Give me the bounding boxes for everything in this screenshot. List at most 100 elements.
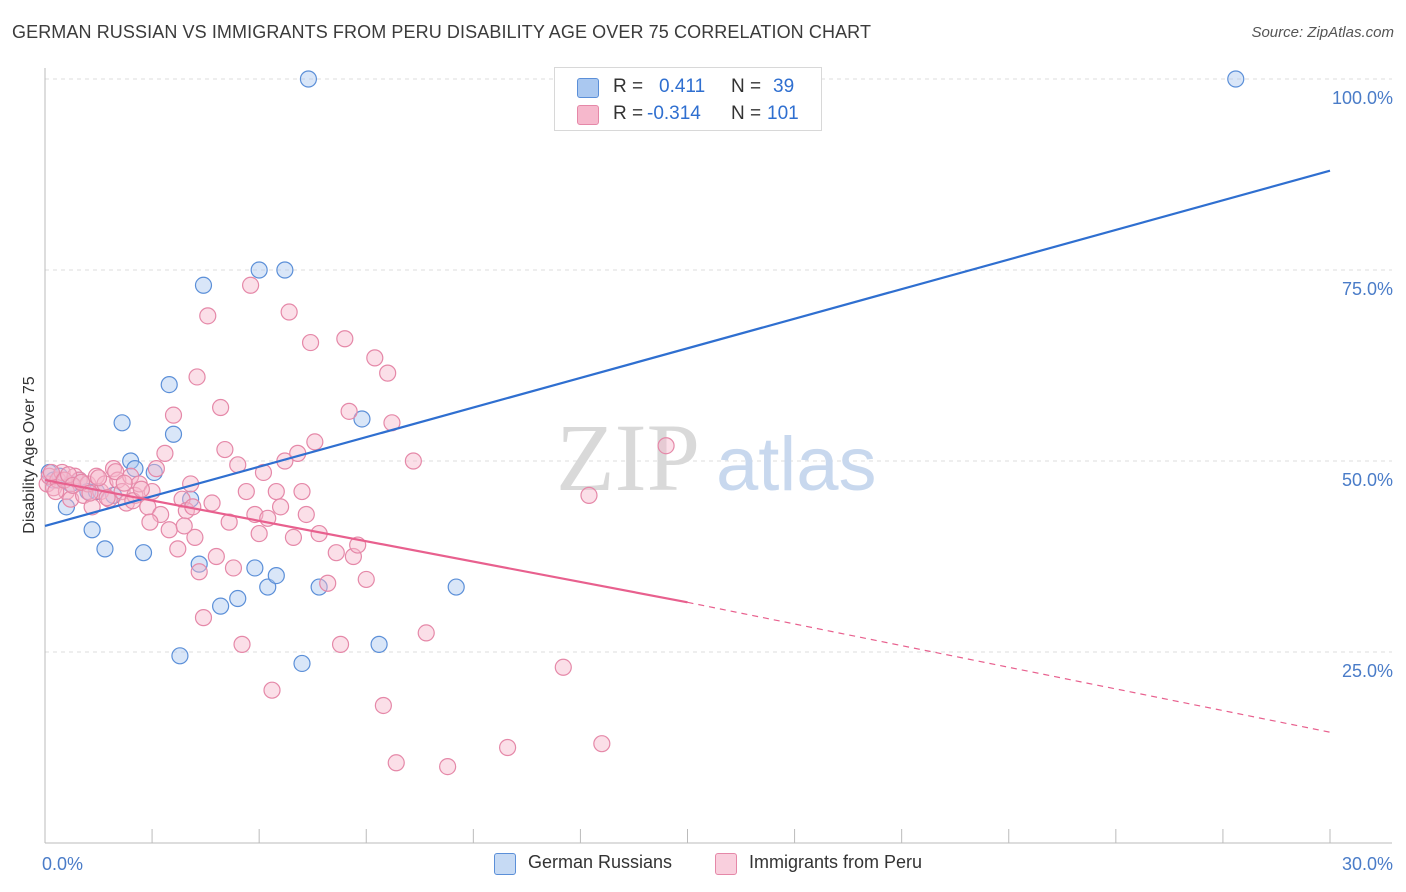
point-german-russians	[113, 414, 131, 432]
trend-lines	[44, 169, 1331, 733]
point-immigrants-from-peru	[271, 498, 290, 516]
trend-line-german-russians	[44, 169, 1331, 528]
watermark: ZIP atlas	[556, 404, 877, 511]
n-label: N =	[731, 76, 762, 97]
source-label: Source: ZipAtlas.com	[1251, 24, 1394, 41]
point-immigrants-from-peru	[379, 364, 397, 382]
point-german-russians	[160, 376, 178, 394]
point-immigrants-from-peru	[212, 398, 230, 417]
point-immigrants-from-peru	[280, 303, 298, 321]
point-immigrants-from-peru	[250, 524, 268, 543]
point-german-russians	[250, 261, 268, 279]
blue-swatch-icon	[494, 853, 516, 875]
point-german-russians	[293, 654, 311, 673]
blue-swatch-icon	[577, 78, 599, 98]
point-immigrants-from-peru	[207, 547, 225, 566]
point-german-russians	[276, 261, 294, 279]
x-tick-label-max: 30.0%	[1342, 854, 1393, 874]
point-german-russians	[164, 425, 183, 443]
point-immigrants-from-peru	[242, 276, 260, 294]
point-immigrants-from-peru	[203, 494, 221, 512]
point-immigrants-from-peru	[199, 307, 217, 325]
point-immigrants-from-peru	[169, 540, 187, 558]
point-german-russians	[447, 578, 465, 596]
point-immigrants-from-peru	[554, 658, 572, 676]
y-tick-label: 75.0%	[1342, 279, 1393, 299]
trend-line-immigrants-from-peru	[44, 479, 688, 604]
n-value: 101	[767, 103, 799, 124]
point-immigrants-from-peru	[132, 480, 150, 498]
point-immigrants-from-peru	[580, 486, 598, 504]
point-immigrants-from-peru	[331, 635, 350, 653]
r-label: R =	[613, 103, 644, 124]
point-immigrants-from-peru	[175, 517, 193, 535]
chart-title: GERMAN RUSSIAN VS IMMIGRANTS FROM PERU D…	[12, 22, 872, 42]
point-german-russians	[83, 521, 101, 539]
point-immigrants-from-peru	[297, 505, 315, 524]
point-german-russians	[1227, 70, 1245, 88]
point-immigrants-from-peru	[301, 333, 320, 352]
r-value: -0.314	[647, 103, 701, 124]
y-tick-label: 100.0%	[1332, 88, 1393, 108]
point-immigrants-from-peru	[164, 406, 183, 424]
point-immigrants-from-peru	[216, 440, 234, 459]
trend-line-immigrants-from-peru-extension	[687, 601, 1331, 733]
point-immigrants-from-peru	[366, 349, 384, 367]
point-immigrants-from-peru	[89, 469, 108, 487]
point-german-russians	[171, 647, 189, 665]
point-immigrants-from-peru	[194, 609, 213, 627]
y-tick-label: 50.0%	[1342, 470, 1393, 490]
point-immigrants-from-peru	[357, 570, 375, 589]
data-points	[38, 70, 1245, 776]
watermark-atlas: atlas	[716, 422, 877, 507]
point-immigrants-from-peru	[147, 460, 165, 478]
point-immigrants-from-peru	[224, 559, 243, 577]
point-german-russians	[353, 410, 371, 428]
point-german-russians	[194, 276, 213, 294]
point-immigrants-from-peru	[593, 735, 611, 753]
point-german-russians	[267, 566, 285, 585]
point-immigrants-from-peru	[233, 635, 251, 653]
point-immigrants-from-peru	[107, 463, 125, 481]
point-immigrants-from-peru	[267, 482, 285, 501]
legend-label: Immigrants from Peru	[749, 852, 923, 872]
pink-swatch-icon	[577, 105, 599, 125]
tick-labels: 25.0% 50.0% 75.0% 100.0% 0.0% 30.0%	[42, 88, 1393, 874]
point-german-russians	[259, 578, 277, 596]
point-immigrants-from-peru	[284, 528, 303, 547]
point-immigrants-from-peru	[62, 490, 80, 508]
point-german-russians	[212, 597, 230, 615]
point-immigrants-from-peru	[306, 433, 324, 451]
point-german-russians	[229, 589, 247, 608]
stats-box: R = 0.411 N = 39 R = -0.314 N = 101	[554, 67, 822, 131]
point-immigrants-from-peru	[188, 368, 206, 386]
point-immigrants-from-peru	[374, 696, 392, 715]
y-tick-label: 25.0%	[1342, 661, 1393, 681]
grid-lines	[45, 78, 1392, 653]
watermark-zip: ZIP	[556, 404, 700, 511]
legend-label: German Russians	[528, 852, 673, 872]
point-immigrants-from-peru	[237, 482, 255, 501]
stats-row-german-russians: R = 0.411 N = 39	[555, 74, 821, 100]
point-immigrants-from-peru	[387, 754, 405, 772]
pink-swatch-icon	[715, 853, 737, 875]
point-immigrants-from-peru	[289, 444, 307, 462]
point-immigrants-from-peru	[417, 624, 435, 642]
point-german-russians	[310, 578, 328, 596]
r-label: R =	[613, 76, 644, 97]
r-value: 0.411	[659, 76, 706, 97]
point-immigrants-from-peru	[499, 738, 517, 757]
point-immigrants-from-peru	[657, 437, 675, 455]
point-german-russians	[370, 635, 388, 653]
point-immigrants-from-peru	[115, 474, 133, 492]
point-immigrants-from-peru	[336, 330, 354, 348]
n-label: N =	[731, 103, 762, 124]
point-immigrants-from-peru	[439, 757, 457, 776]
point-immigrants-from-peru	[156, 444, 174, 462]
point-immigrants-from-peru	[186, 528, 204, 547]
point-immigrants-from-peru	[190, 563, 208, 581]
point-german-russians	[96, 540, 114, 558]
point-immigrants-from-peru	[141, 513, 159, 531]
n-value: 39	[773, 76, 795, 97]
